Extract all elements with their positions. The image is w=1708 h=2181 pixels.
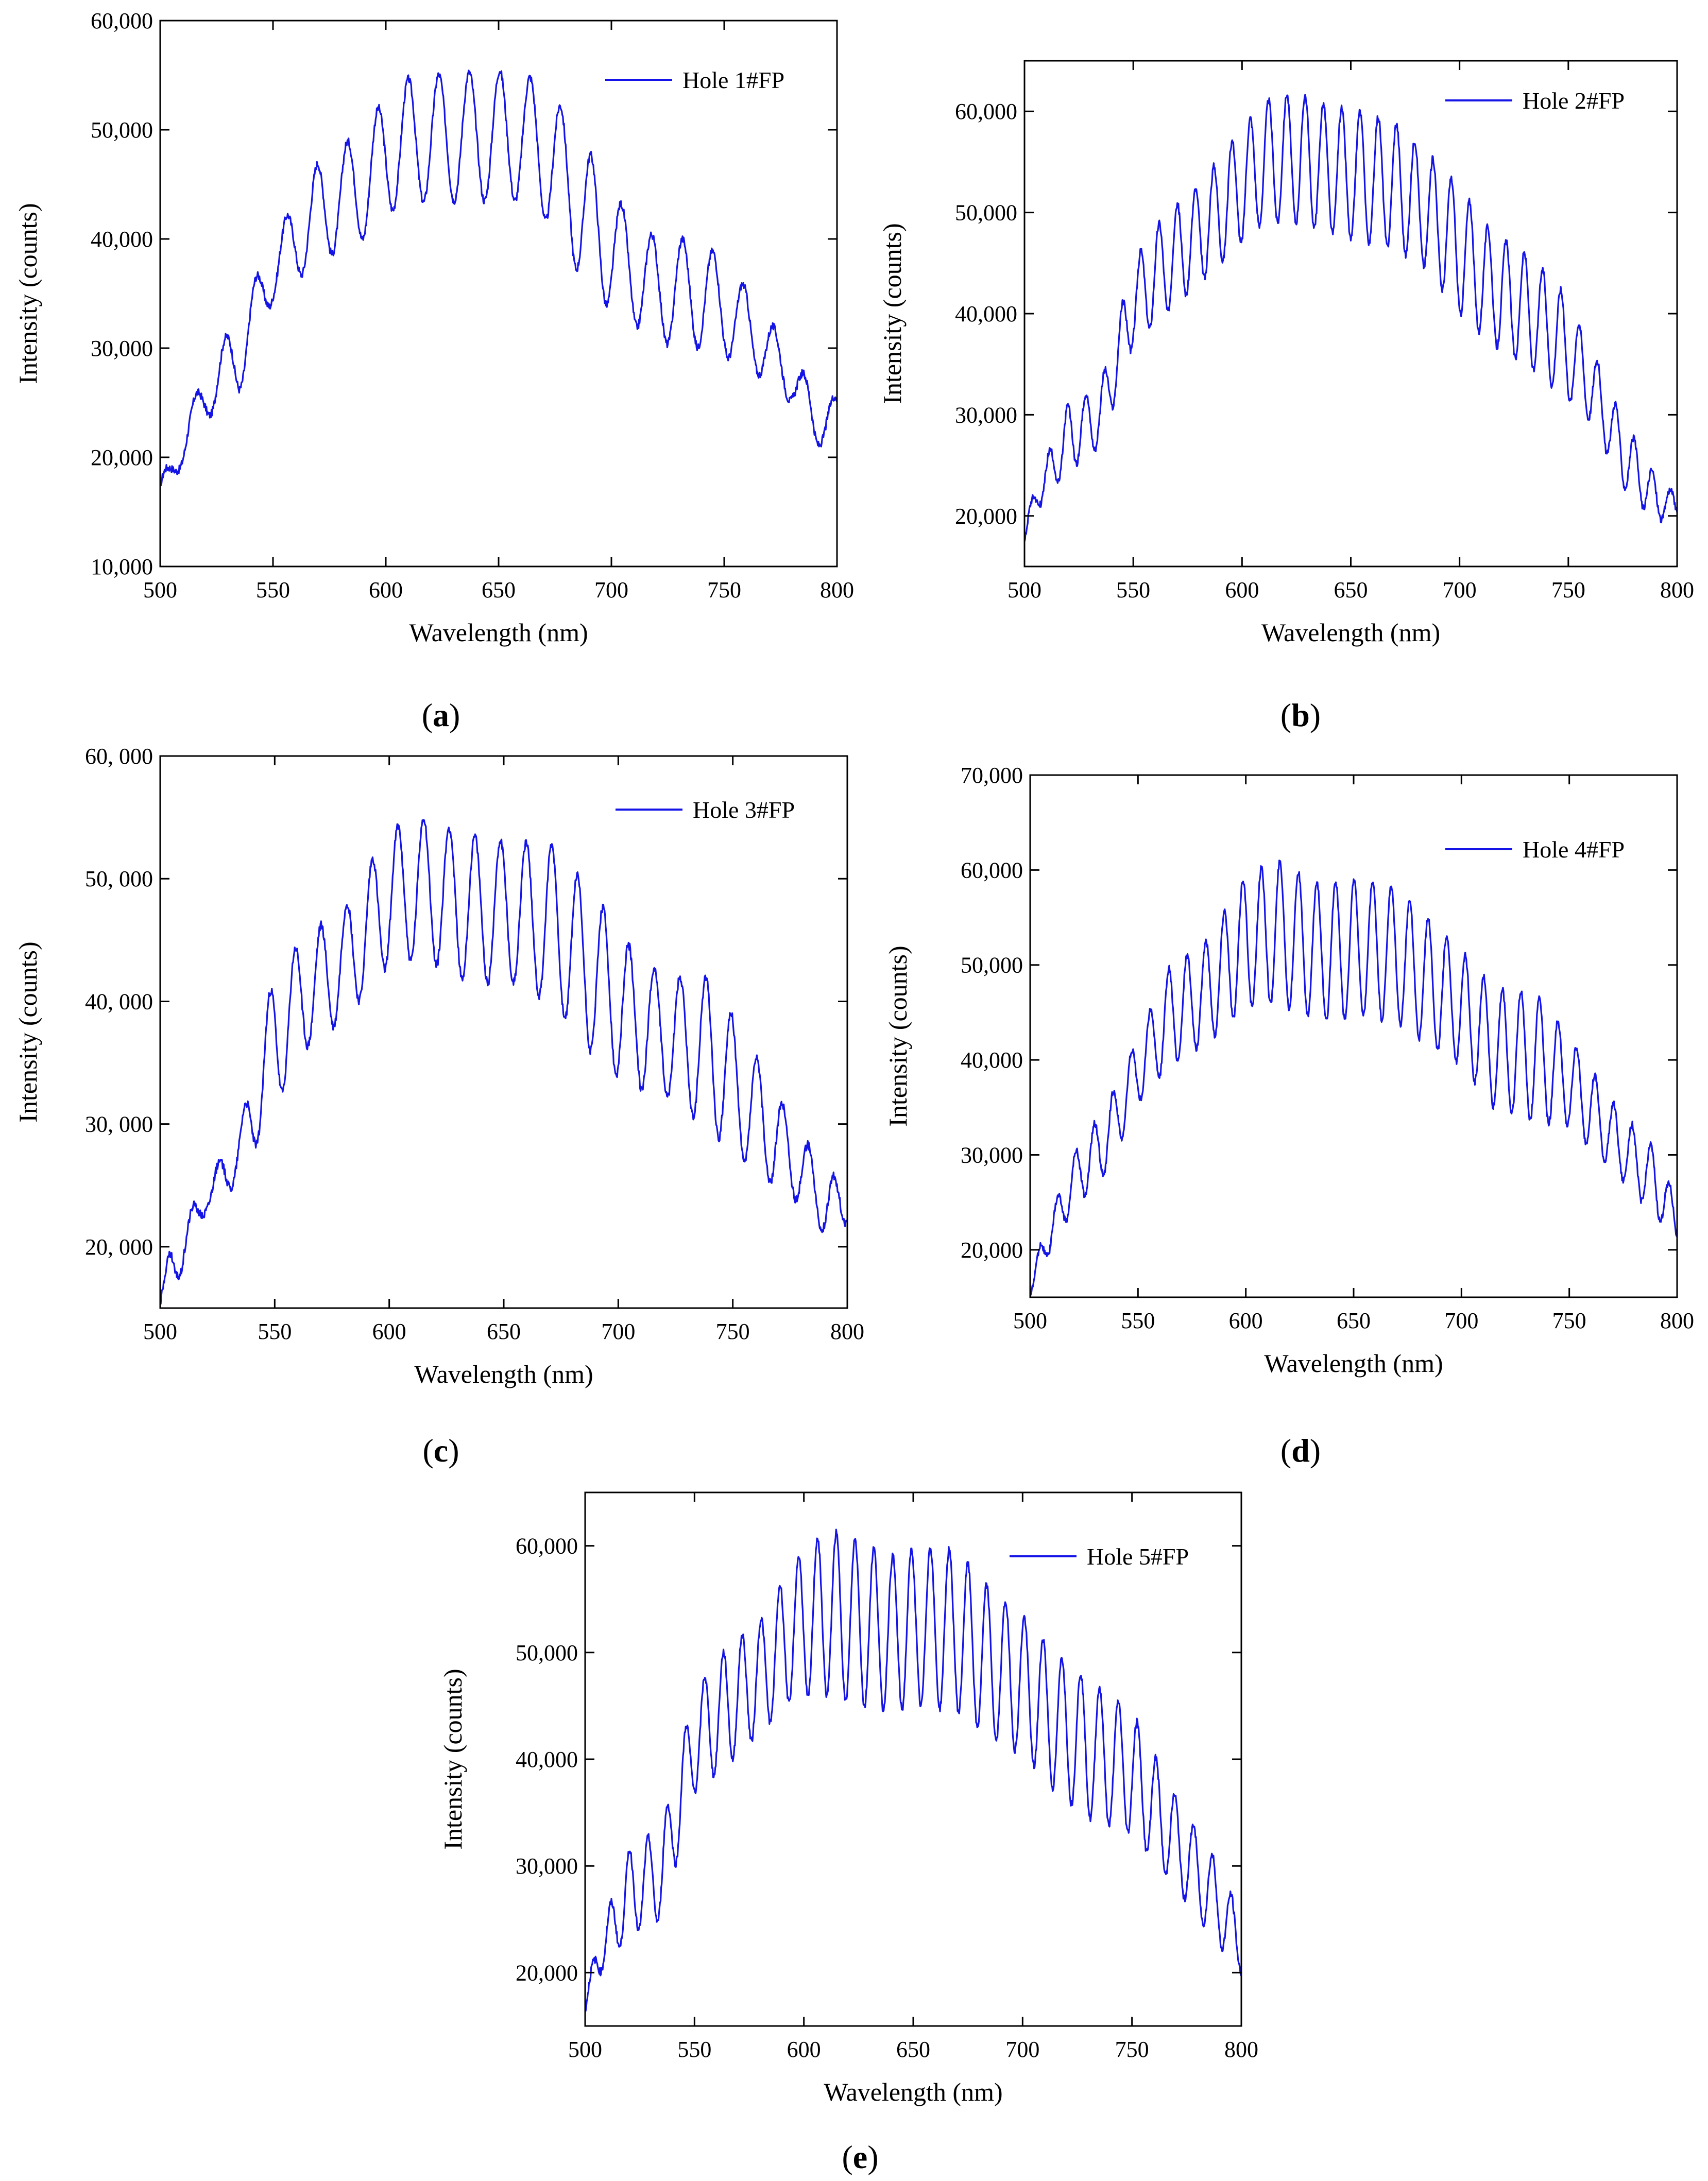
- x-tick-label: 800: [1224, 2037, 1258, 2062]
- y-tick-label: 60,000: [91, 8, 153, 33]
- x-tick-label: 700: [601, 1319, 635, 1344]
- plot-frame: [159, 20, 838, 568]
- chart-panel-e: 500 550 600 650 700 750 800 20,000 30,000 40,000 5…: [438, 1491, 1258, 2175]
- legend-label: Hole 3#FP: [693, 797, 795, 823]
- y-tick-label: 50,000: [516, 1640, 578, 1665]
- x-tick-label: 550: [258, 1319, 292, 1344]
- chart-panel-b: 500 550 600 650 700 750 800 20,000 30,000 40,000 5…: [878, 60, 1694, 733]
- y-tick-label: 20,000: [955, 504, 1017, 529]
- x-tick-label: 500: [1007, 577, 1041, 603]
- y-tick-label: 70,000: [961, 763, 1023, 788]
- x-tick-label: 500: [143, 1319, 177, 1344]
- y-tick-label: 20,000: [516, 1960, 578, 1985]
- x-axis-title: Wavelength (nm): [409, 618, 588, 647]
- x-tick-label: 700: [1005, 2037, 1039, 2062]
- x-tick-label: 700: [1443, 577, 1477, 603]
- y-tick-label: 40,000: [516, 1747, 578, 1772]
- x-axis-title: Wavelength (nm): [1261, 618, 1440, 647]
- x-tick-label: 700: [1444, 1308, 1478, 1333]
- x-tick-label: 750: [716, 1319, 750, 1344]
- chart-panel-c: 500 550 600 650 700 750 800 20, 000 30, 000 40, 0…: [13, 744, 864, 1469]
- y-axis-title: Intensity (counts): [13, 203, 42, 384]
- x-tick-label: 650: [487, 1319, 521, 1344]
- x-tick-label: 800: [830, 1319, 864, 1344]
- x-tick-label: 750: [1552, 1308, 1586, 1333]
- y-tick-label: 30,000: [91, 336, 153, 361]
- x-tick-label: 600: [369, 577, 403, 603]
- y-tick-label: 30,000: [955, 402, 1017, 427]
- legend-label: Hole 1#FP: [682, 67, 784, 93]
- x-tick-label: 800: [820, 577, 854, 603]
- x-tick-label: 700: [594, 577, 628, 603]
- x-tick-label: 600: [1225, 577, 1259, 603]
- y-tick-label: 30,000: [961, 1142, 1023, 1167]
- x-tick-label: 600: [372, 1319, 406, 1344]
- y-tick-label: 40,000: [955, 301, 1017, 327]
- x-tick-label: 600: [1229, 1308, 1263, 1333]
- x-tick-label: 650: [1337, 1308, 1371, 1333]
- x-tick-label: 550: [256, 577, 290, 603]
- chart-panel-d: 500 550 600 650 700 750 800 20,000 30,000 40,000 5…: [883, 763, 1694, 1469]
- y-tick-label: 40,000: [91, 227, 153, 252]
- x-tick-label: 500: [1013, 1308, 1047, 1333]
- y-tick-label: 60,000: [516, 1534, 578, 1559]
- y-tick-label: 40, 000: [85, 989, 153, 1014]
- panel-label: (a): [422, 697, 460, 733]
- x-tick-label: 650: [896, 2037, 930, 2062]
- y-tick-label: 20,000: [961, 1238, 1023, 1263]
- x-tick-label: 800: [1660, 577, 1694, 603]
- x-tick-label: 500: [568, 2037, 602, 2062]
- plot-frame: [1023, 60, 1678, 568]
- y-tick-label: 60,000: [961, 857, 1023, 883]
- panel-label: (d): [1280, 1432, 1321, 1469]
- x-tick-label: 550: [1121, 1308, 1155, 1333]
- y-tick-label: 20, 000: [85, 1234, 153, 1260]
- y-tick-label: 60, 000: [85, 744, 153, 769]
- x-tick-label: 650: [482, 577, 516, 603]
- plot-frame: [159, 755, 848, 1309]
- x-tick-label: 750: [1551, 577, 1585, 603]
- y-axis-title: Intensity (counts): [883, 946, 912, 1126]
- y-axis-title: Intensity (counts): [878, 223, 907, 404]
- series-line-a: [159, 70, 838, 486]
- x-tick-label: 750: [1115, 2037, 1149, 2062]
- series-line-c: [160, 819, 848, 1305]
- panel-label: (e): [842, 2139, 878, 2175]
- panel-label: (b): [1280, 697, 1321, 733]
- x-tick-label: 550: [1116, 577, 1150, 603]
- y-tick-label: 30,000: [516, 1853, 578, 1879]
- y-axis-title: Intensity (counts): [13, 941, 42, 1122]
- x-tick-label: 500: [143, 577, 177, 603]
- legend-label: Hole 4#FP: [1523, 836, 1625, 863]
- x-tick-label: 800: [1660, 1308, 1694, 1333]
- x-axis-title: Wavelength (nm): [1264, 1349, 1443, 1378]
- y-tick-label: 20,000: [91, 445, 153, 470]
- x-axis-title: Wavelength (nm): [824, 2077, 1002, 2106]
- series-line-d: [1029, 860, 1678, 1298]
- legend-label: Hole 2#FP: [1523, 88, 1625, 114]
- y-tick-label: 40,000: [961, 1047, 1023, 1073]
- series-line-b: [1023, 94, 1678, 542]
- y-axis-title: Intensity (counts): [438, 1669, 467, 1849]
- y-tick-label: 50, 000: [85, 866, 153, 891]
- y-tick-label: 30, 000: [85, 1112, 153, 1137]
- legend-label: Hole 5#FP: [1087, 1543, 1189, 1570]
- x-axis-title: Wavelength (nm): [414, 1360, 593, 1388]
- x-tick-label: 750: [707, 577, 741, 603]
- y-tick-label: 50,000: [955, 200, 1017, 226]
- series-line-e: [584, 1529, 1242, 2012]
- x-tick-label: 550: [677, 2037, 711, 2062]
- chart-panel-a: 500 550 600 650 700 750 800 10,000 20,000 30,000 4…: [13, 8, 854, 733]
- y-tick-label: 60,000: [955, 99, 1017, 124]
- x-tick-label: 600: [787, 2037, 821, 2062]
- x-tick-label: 650: [1334, 577, 1368, 603]
- y-tick-label: 50,000: [961, 953, 1023, 978]
- y-tick-label: 50,000: [91, 117, 153, 143]
- y-tick-label: 10,000: [91, 554, 153, 579]
- panel-label: (c): [422, 1432, 459, 1469]
